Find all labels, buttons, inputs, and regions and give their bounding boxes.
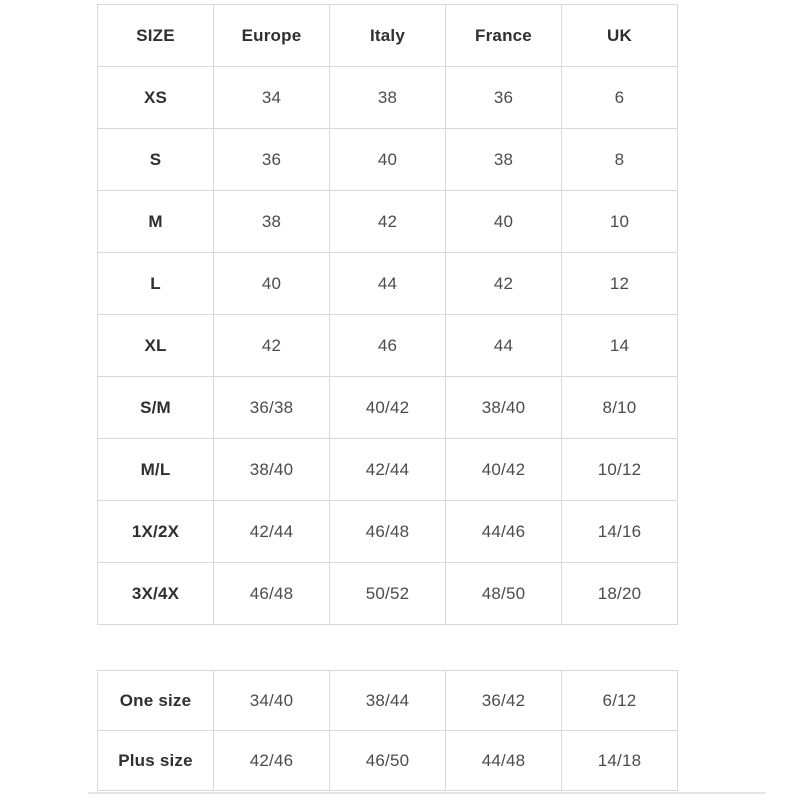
value-cell: 40/42	[445, 438, 562, 501]
value-cell: 14/18	[561, 730, 678, 791]
value-cell: 6/12	[561, 670, 678, 731]
value-cell: 10/12	[561, 438, 678, 501]
bottom-divider	[88, 792, 766, 794]
column-header-italy: Italy	[329, 4, 446, 67]
size-label-cell: S/M	[97, 376, 214, 439]
value-cell: 8/10	[561, 376, 678, 439]
size-conversion-table: SIZE Europe Italy France UK XS 34 38 36 6 S 36 40 38…	[97, 4, 678, 625]
value-cell: 6	[561, 66, 678, 129]
value-cell: 44/46	[445, 500, 562, 563]
value-cell: 42/44	[213, 500, 330, 563]
value-cell: 36/42	[445, 670, 562, 731]
table-row: M 38 42 40 10	[97, 190, 678, 253]
table-row: S 36 40 38 8	[97, 128, 678, 191]
value-cell: 14	[561, 314, 678, 377]
size-table-header: SIZE Europe Italy France UK	[97, 4, 678, 67]
value-cell: 42/44	[329, 438, 446, 501]
value-cell: 40	[329, 128, 446, 191]
size-label-cell: S	[97, 128, 214, 191]
value-cell: 38/44	[329, 670, 446, 731]
value-cell: 48/50	[445, 562, 562, 625]
table-row: 3X/4X 46/48 50/52 48/50 18/20	[97, 562, 678, 625]
size-label-cell: M/L	[97, 438, 214, 501]
value-cell: 38	[213, 190, 330, 253]
table-row: L 40 44 42 12	[97, 252, 678, 315]
value-cell: 44	[445, 314, 562, 377]
value-cell: 8	[561, 128, 678, 191]
value-cell: 12	[561, 252, 678, 315]
value-cell: 34/40	[213, 670, 330, 731]
size-label-cell: Plus size	[97, 730, 214, 791]
table-row: One size 34/40 38/44 36/42 6/12	[97, 670, 678, 731]
value-cell: 40	[213, 252, 330, 315]
value-cell: 46	[329, 314, 446, 377]
value-cell: 36/38	[213, 376, 330, 439]
value-cell: 44	[329, 252, 446, 315]
size-label-cell: XL	[97, 314, 214, 377]
value-cell: 46/50	[329, 730, 446, 791]
column-header-size: SIZE	[97, 4, 214, 67]
table-row: 1X/2X 42/44 46/48 44/46 14/16	[97, 500, 678, 563]
value-cell: 36	[213, 128, 330, 191]
header-row: SIZE Europe Italy France UK	[97, 4, 678, 67]
table-row: S/M 36/38 40/42 38/40 8/10	[97, 376, 678, 439]
value-cell: 38	[445, 128, 562, 191]
column-header-uk: UK	[561, 4, 678, 67]
value-cell: 46/48	[213, 562, 330, 625]
value-cell: 40/42	[329, 376, 446, 439]
value-cell: 38/40	[213, 438, 330, 501]
table-row: Plus size 42/46 46/50 44/48 14/18	[97, 730, 678, 791]
value-cell: 50/52	[329, 562, 446, 625]
table-row: XL 42 46 44 14	[97, 314, 678, 377]
value-cell: 40	[445, 190, 562, 253]
size-label-cell: L	[97, 252, 214, 315]
size-label-cell: 1X/2X	[97, 500, 214, 563]
size-label-cell: 3X/4X	[97, 562, 214, 625]
table-row: M/L 38/40 42/44 40/42 10/12	[97, 438, 678, 501]
value-cell: 42	[445, 252, 562, 315]
size-label-cell: One size	[97, 670, 214, 731]
value-cell: 42	[329, 190, 446, 253]
value-cell: 38	[329, 66, 446, 129]
value-cell: 46/48	[329, 500, 446, 563]
value-cell: 10	[561, 190, 678, 253]
size-label-cell: XS	[97, 66, 214, 129]
column-header-france: France	[445, 4, 562, 67]
value-cell: 34	[213, 66, 330, 129]
table-row: XS 34 38 36 6	[97, 66, 678, 129]
column-header-europe: Europe	[213, 4, 330, 67]
value-cell: 36	[445, 66, 562, 129]
value-cell: 18/20	[561, 562, 678, 625]
special-size-table: One size 34/40 38/44 36/42 6/12 Plus size 42/4…	[97, 670, 678, 791]
value-cell: 14/16	[561, 500, 678, 563]
value-cell: 38/40	[445, 376, 562, 439]
value-cell: 44/48	[445, 730, 562, 791]
size-label-cell: M	[97, 190, 214, 253]
value-cell: 42	[213, 314, 330, 377]
value-cell: 42/46	[213, 730, 330, 791]
